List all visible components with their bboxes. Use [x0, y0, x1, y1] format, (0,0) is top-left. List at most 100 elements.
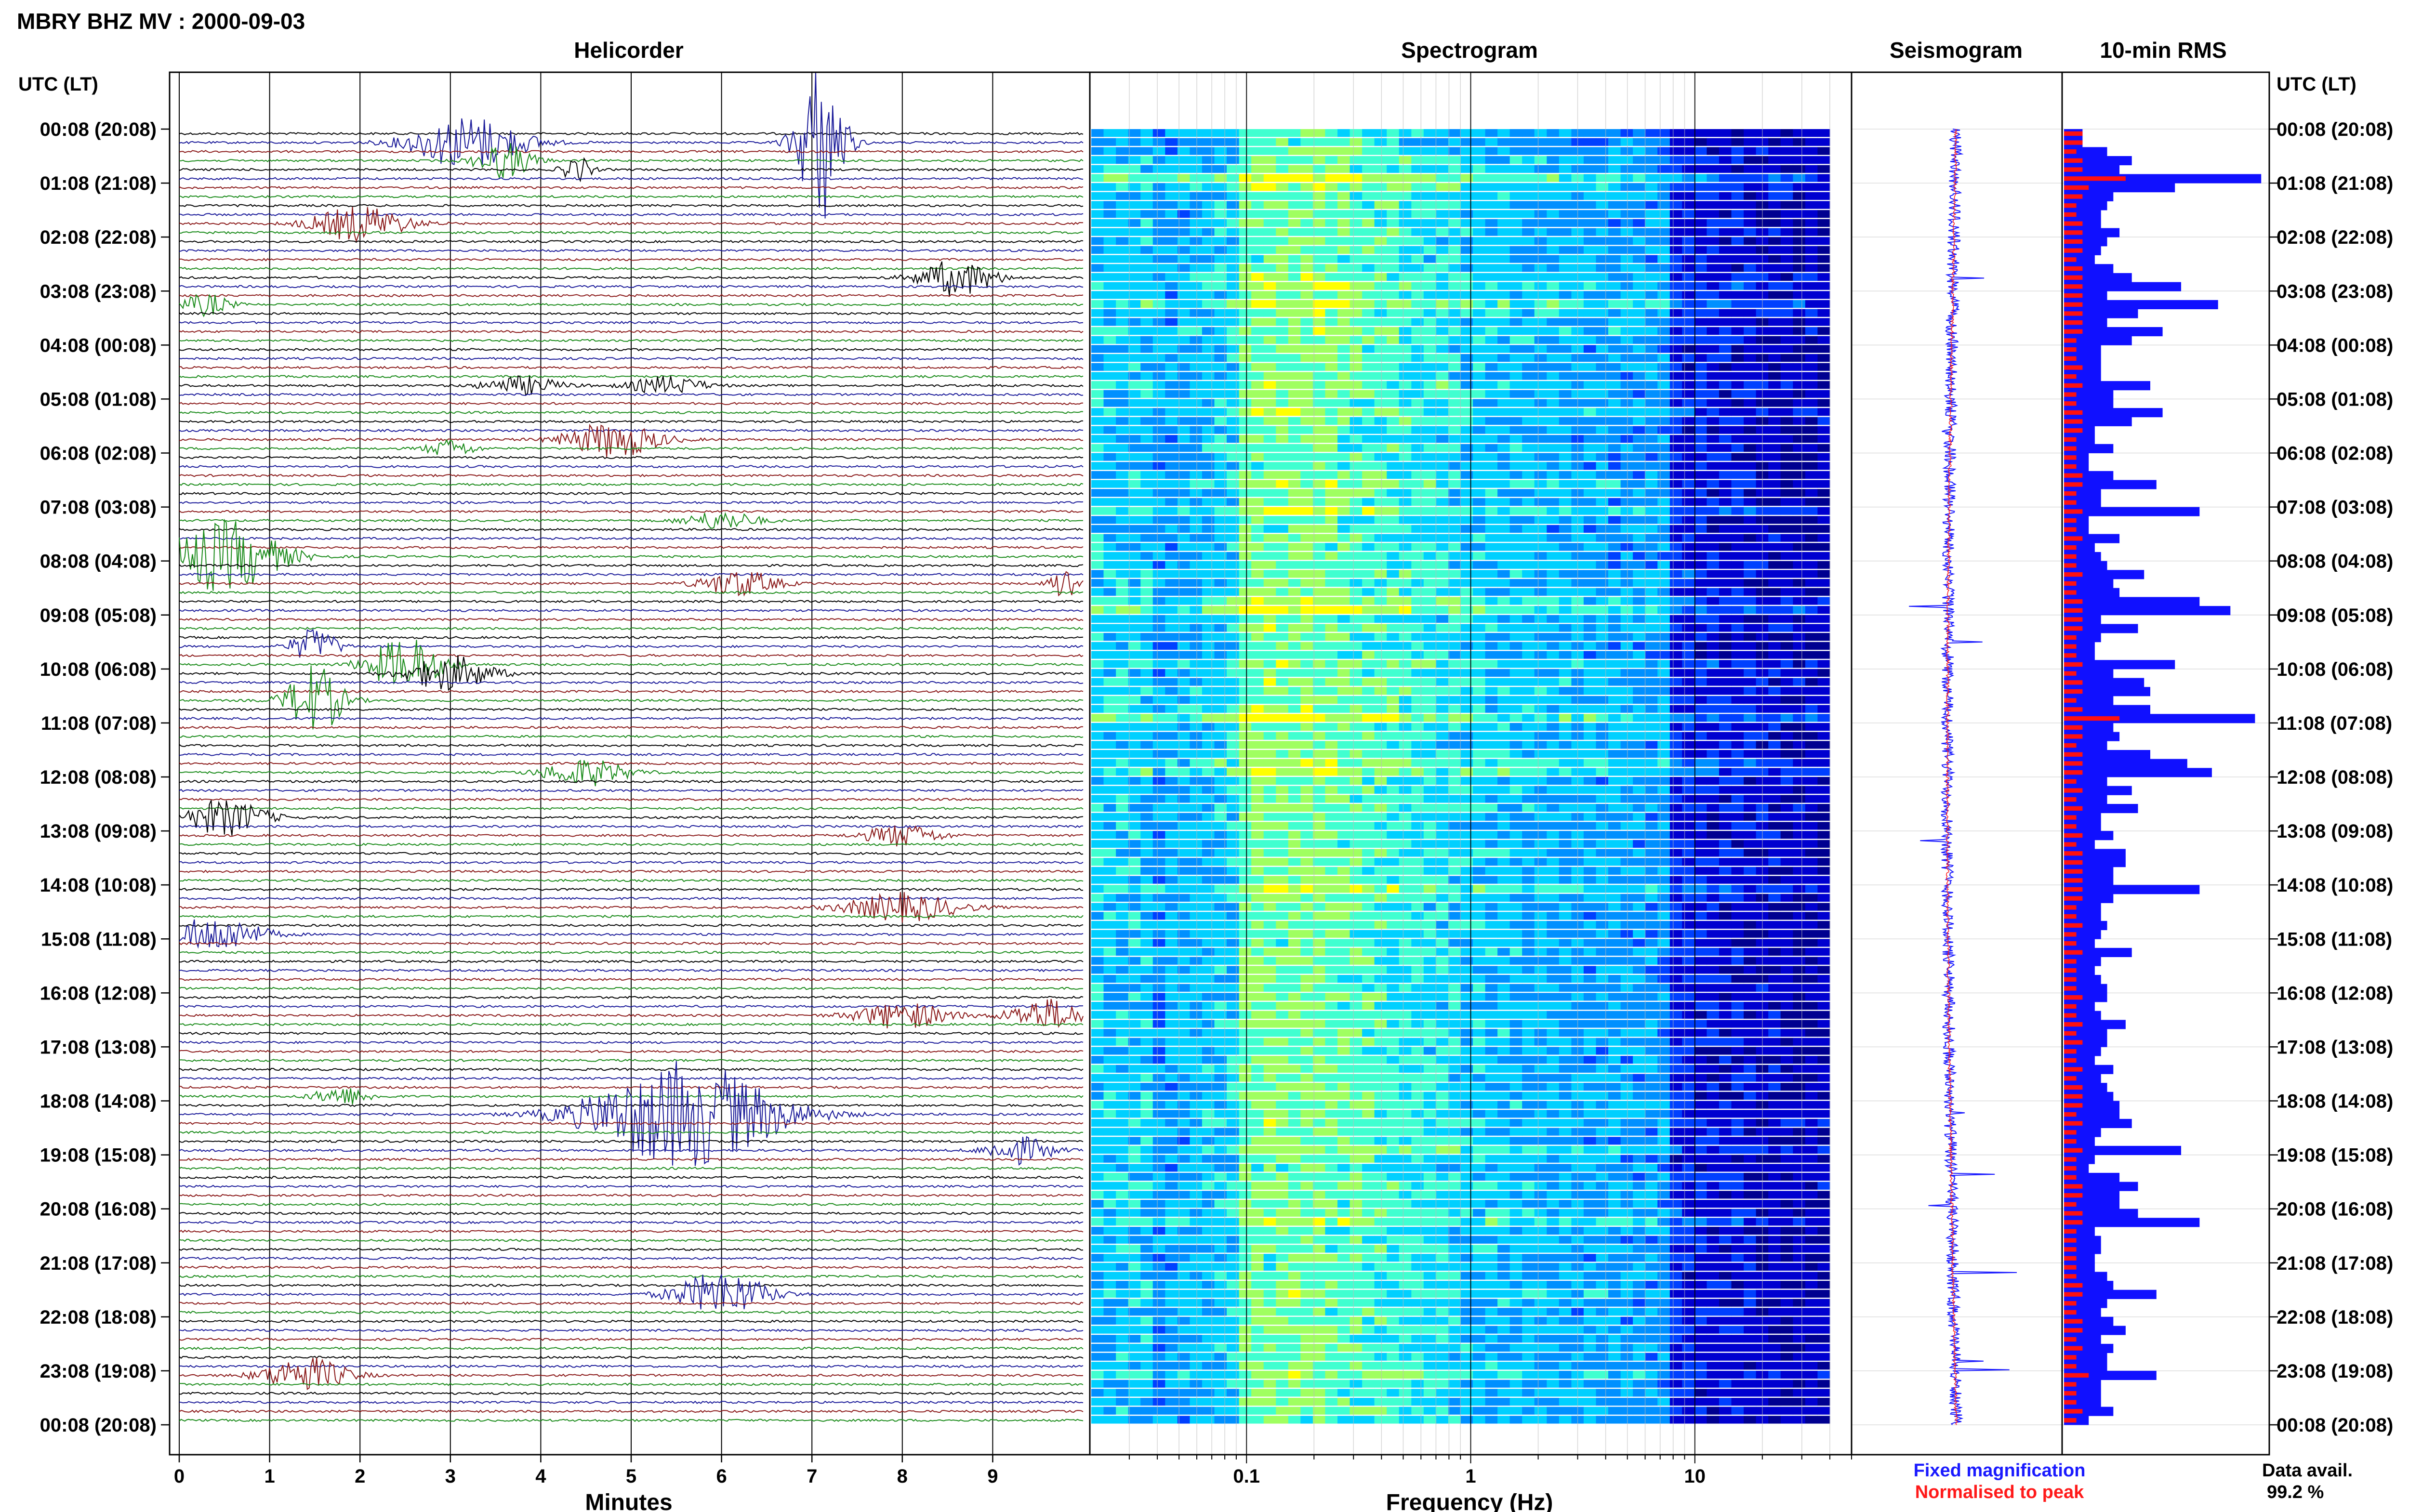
spectrogram-cell	[1744, 228, 1757, 236]
spectrogram-cell	[1547, 228, 1560, 236]
spectrogram-cell	[1805, 786, 1818, 794]
spectrogram-cell	[1719, 840, 1732, 848]
spectrogram-cell	[1719, 354, 1732, 362]
spectrogram-cell	[1091, 543, 1104, 551]
spectrogram-cell	[1177, 615, 1190, 623]
spectrogram-cell	[1214, 264, 1227, 272]
spectrogram-cell	[1682, 327, 1695, 335]
spectrogram-cell	[1682, 588, 1695, 596]
spectrogram-cell	[1731, 507, 1744, 515]
spectrogram-cell	[1177, 129, 1190, 137]
spectrogram-cell	[1768, 210, 1781, 218]
spectrogram-cell	[1744, 174, 1757, 182]
spectrogram-cell	[1312, 462, 1325, 470]
spectrogram-cell	[1509, 813, 1522, 821]
spectrogram-cell	[1227, 687, 1240, 695]
spectrogram-cell	[1436, 246, 1449, 254]
spectrogram-cell	[1645, 741, 1658, 749]
spectrogram-title: Spectrogram	[1401, 38, 1538, 63]
spectrogram-cell	[1116, 498, 1129, 506]
spectrogram-cell	[1165, 813, 1178, 821]
spectrogram-cell	[1165, 345, 1178, 353]
spectrogram-cell	[1202, 246, 1215, 254]
spectrogram-cell	[1423, 309, 1436, 317]
spectrogram-cell	[1263, 741, 1276, 749]
spectrogram-cell	[1350, 138, 1363, 146]
spectrogram-cell	[1350, 174, 1363, 182]
spectrogram-cell	[1411, 435, 1424, 443]
spectrogram-cell	[1744, 561, 1757, 569]
spectrogram-cell	[1387, 777, 1400, 785]
spectrogram-cell	[1682, 552, 1695, 560]
spectrogram-cell	[1509, 687, 1522, 695]
spectrogram-cell	[1657, 813, 1670, 821]
spectrogram-cell	[1448, 804, 1461, 812]
spectrogram-cell	[1276, 381, 1289, 389]
spectrogram-cell	[1300, 498, 1313, 506]
spectrogram-cell	[1682, 606, 1695, 614]
spectrogram-cell	[1645, 201, 1658, 209]
spectrogram-cell	[1534, 777, 1547, 785]
spectrogram-cell	[1190, 255, 1203, 263]
spectrogram-cell	[1473, 183, 1486, 191]
spectrogram-cell	[1350, 696, 1363, 704]
spectrogram-cell	[1719, 534, 1732, 542]
spectrogram-cell	[1522, 552, 1535, 560]
spectrogram-cell	[1128, 516, 1141, 524]
spectrogram-cell	[1805, 723, 1818, 731]
spectrogram-cell	[1744, 327, 1757, 335]
spectrogram-cell	[1583, 642, 1596, 650]
spectrogram-cell	[1497, 525, 1510, 533]
spectrogram-cell	[1731, 147, 1744, 155]
spectrogram-cell	[1719, 165, 1732, 173]
spectrogram-cell	[1534, 201, 1547, 209]
spectrogram-cell	[1547, 255, 1560, 263]
spectrogram-cell	[1387, 354, 1400, 362]
spectrogram-cell	[1374, 480, 1387, 488]
spectrogram-cell	[1263, 309, 1276, 317]
spectrogram-cell	[1657, 750, 1670, 758]
spectrogram-cell	[1731, 444, 1744, 452]
spectrogram-cell	[1805, 273, 1818, 281]
spectrogram-cell	[1547, 318, 1560, 326]
spectrogram-cell	[1547, 327, 1560, 335]
spectrogram-cell	[1423, 759, 1436, 767]
spectrogram-cell	[1534, 435, 1547, 443]
spectrogram-cell	[1559, 273, 1572, 281]
spectrogram-cell	[1768, 219, 1781, 227]
spectrogram-cell	[1817, 264, 1830, 272]
spectrogram-cell	[1583, 426, 1596, 434]
spectrogram-cell	[1694, 831, 1707, 839]
spectrogram-cell	[1694, 264, 1707, 272]
spectrogram-cell	[1350, 606, 1363, 614]
spectrogram-cell	[1251, 444, 1264, 452]
spectrogram-cell	[1645, 516, 1658, 524]
spectrogram-cell	[1350, 831, 1363, 839]
spectrogram-cell	[1152, 579, 1165, 587]
spectrogram-cell	[1325, 471, 1338, 479]
spectrogram-cell	[1239, 777, 1252, 785]
spectrogram-cell	[1436, 390, 1449, 398]
spectrogram-cell	[1485, 804, 1498, 812]
spectrogram-cell	[1214, 669, 1227, 677]
spectrogram-cell	[1559, 804, 1572, 812]
spectrogram-cell	[1423, 831, 1436, 839]
spectrogram-cell	[1768, 480, 1781, 488]
spectrogram-cell	[1288, 813, 1301, 821]
spectrogram-cell	[1350, 687, 1363, 695]
spectrogram-cell	[1669, 633, 1682, 641]
spectrogram-cell	[1694, 516, 1707, 524]
spectrogram-cell	[1411, 840, 1424, 848]
spectrogram-cell	[1152, 327, 1165, 335]
spectrogram-cell	[1362, 291, 1375, 299]
spectrogram-cell	[1276, 147, 1289, 155]
spectrogram-cell	[1817, 777, 1830, 785]
spectrogram-cell	[1608, 507, 1621, 515]
spectrogram-cell	[1116, 354, 1129, 362]
spectrogram-cell	[1288, 786, 1301, 794]
spectrogram-cell	[1596, 786, 1609, 794]
spectrogram-cell	[1411, 597, 1424, 605]
spectrogram-cell	[1473, 264, 1486, 272]
spectrogram-cell	[1263, 714, 1276, 722]
spectrogram-cell	[1202, 849, 1215, 857]
